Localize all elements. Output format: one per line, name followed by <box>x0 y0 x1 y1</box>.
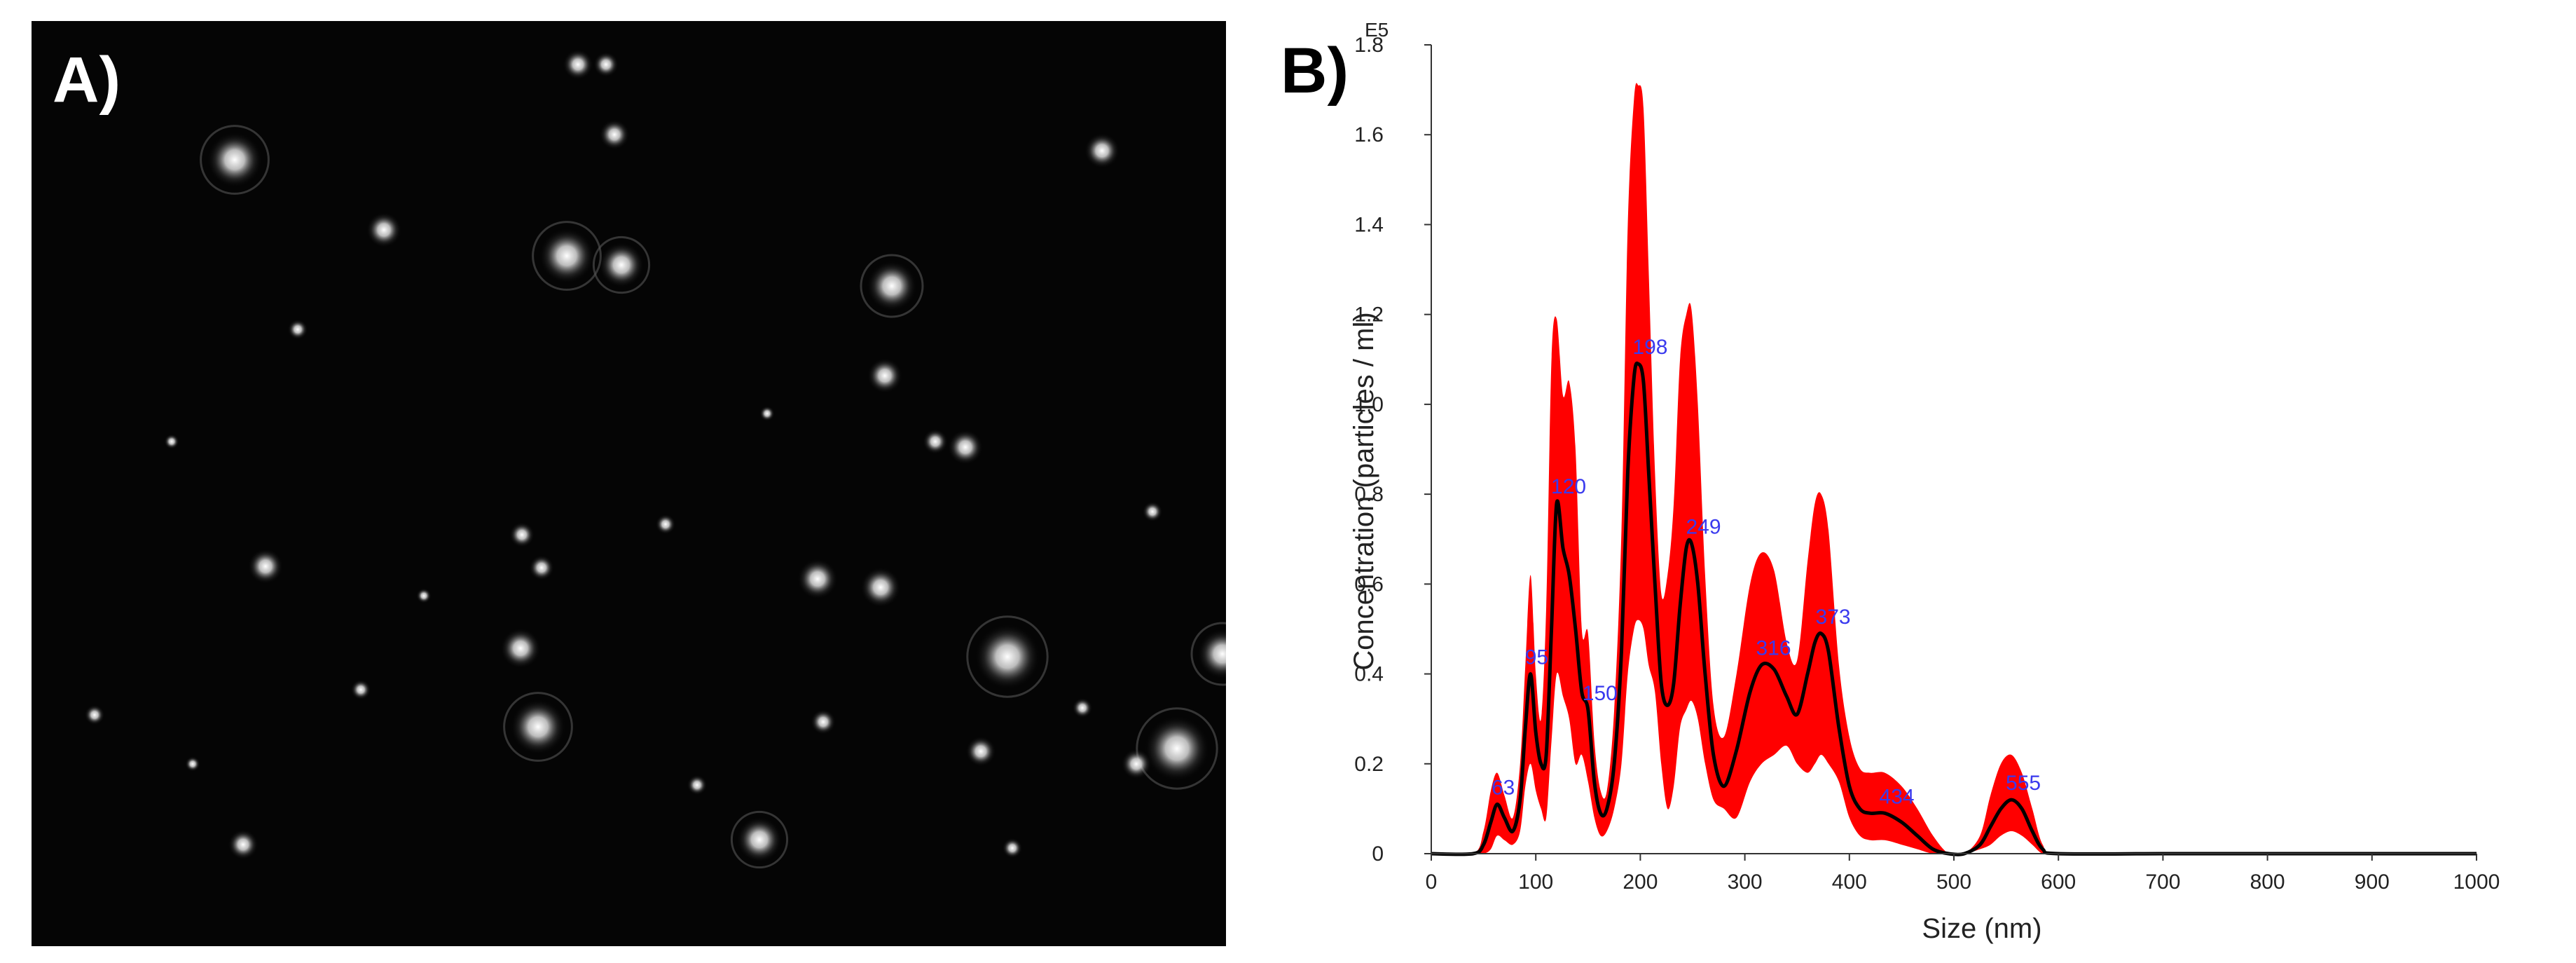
particle-spot <box>366 212 402 248</box>
particle-spot <box>416 588 432 603</box>
particle-spot <box>599 119 630 150</box>
particle-spot <box>1197 629 1226 679</box>
concentration-error-band <box>1431 83 2477 856</box>
peak-label: 63 <box>1492 776 1515 799</box>
y-tick-label: 0.8 <box>1354 483 1384 506</box>
particle-spot <box>759 406 775 421</box>
particle-spot <box>185 756 200 772</box>
particle-halo <box>592 235 651 294</box>
particle-spot <box>1002 838 1023 859</box>
x-tick-label: 600 <box>2041 870 2076 894</box>
particle-spot <box>1142 501 1163 522</box>
chart-axes: 0 100 200 300 400 500 600 700 800 900 1000 0 0.2 0.4 0… <box>1354 34 2500 894</box>
x-tick-label: 800 <box>2250 870 2285 894</box>
particle-spot <box>923 429 948 454</box>
y-tick-label: 1.0 <box>1354 393 1384 416</box>
x-tick-label: 500 <box>1936 870 1971 894</box>
particle-spot <box>736 817 783 863</box>
particle-spot <box>974 624 1040 690</box>
particle-spot <box>797 559 838 599</box>
particle-spot <box>867 261 917 311</box>
particle-spot <box>811 709 836 735</box>
particle-spot <box>509 522 535 547</box>
x-tick-label: 400 <box>1832 870 1867 894</box>
x-tick-label: 700 <box>2145 870 2180 894</box>
particle-spots <box>84 49 1226 869</box>
y-tick-label: 0.4 <box>1354 663 1384 686</box>
peak-label: 198 <box>1632 336 1667 359</box>
panel-a-label: A) <box>53 44 121 116</box>
particle-spot <box>867 357 903 394</box>
peak-label: 150 <box>1583 682 1618 705</box>
particle-halo <box>966 615 1049 698</box>
particle-spot <box>539 228 595 284</box>
y-tick-label: 1.2 <box>1354 303 1384 327</box>
particle-spot <box>247 548 284 585</box>
peak-label: 120 <box>1551 475 1586 498</box>
particle-spot <box>164 434 179 449</box>
nanoparticle-tracking-image <box>32 21 1226 946</box>
x-tick-label: 200 <box>1623 870 1658 894</box>
particle-halo <box>1136 707 1218 790</box>
particle-spot <box>860 567 901 608</box>
x-tick-label: 300 <box>1728 870 1763 894</box>
particle-halo <box>1190 622 1226 686</box>
panel-b-label: B) <box>1281 35 1349 107</box>
peak-label: 95 <box>1525 646 1548 669</box>
x-tick-label: 100 <box>1518 870 1553 894</box>
particle-spot <box>1121 749 1152 779</box>
peak-labels: 63 95 120 150 198 249 316 373 434 555 <box>1492 336 2041 808</box>
particle-spot <box>655 514 676 535</box>
particle-field <box>84 49 1226 869</box>
peak-label: 249 <box>1686 516 1721 539</box>
y-tick-label: 0.2 <box>1354 753 1384 776</box>
y-exponent-label: E5 <box>1365 19 1389 41</box>
size-distribution-chart: 0 100 200 300 400 500 600 700 800 900 1000 0 0.2 0.4 0… <box>1349 19 2500 944</box>
particle-spot <box>965 736 996 767</box>
particle-spot <box>287 319 308 340</box>
particle-spot <box>1084 132 1120 169</box>
y-tick-label: 1.6 <box>1354 123 1384 146</box>
mean-line <box>1431 361 2477 856</box>
particle-spot <box>947 429 984 465</box>
peak-label: 555 <box>2006 772 2041 795</box>
particle-halo <box>200 125 270 195</box>
x-axis-title: Size (nm) <box>1922 913 2041 944</box>
particle-halo <box>503 692 573 762</box>
particle-spot <box>350 679 371 700</box>
x-tick-label: 0 <box>1426 870 1438 894</box>
x-tick-label: 1000 <box>2453 870 2500 894</box>
y-tick-label: 0.6 <box>1354 573 1384 596</box>
particle-halo <box>730 810 789 869</box>
peak-label: 316 <box>1756 637 1791 660</box>
particle-spot <box>84 704 105 725</box>
y-tick-label: 0 <box>1372 842 1384 866</box>
y-axis-title: Concentration (particles / ml) <box>1349 312 1379 670</box>
x-tick-label: 900 <box>2355 870 2390 894</box>
particle-halo <box>860 254 924 318</box>
particle-spot <box>593 52 619 77</box>
particle-spot <box>598 242 645 288</box>
y-tick-label: 1.8 <box>1354 34 1384 57</box>
peak-label: 373 <box>1816 606 1851 629</box>
error-band-area <box>1431 83 2477 856</box>
particle-spot <box>529 555 554 580</box>
particle-spot <box>1144 716 1210 781</box>
y-tick-label: 1.4 <box>1354 213 1384 236</box>
peak-label: 434 <box>1880 785 1915 808</box>
particle-spot <box>1072 697 1093 718</box>
mean-concentration-line <box>1431 361 2477 856</box>
particle-spot <box>510 699 566 755</box>
particle-spot <box>500 628 541 669</box>
particle-spot <box>563 49 593 80</box>
particle-spot <box>687 774 708 795</box>
particle-spot <box>228 829 259 860</box>
particle-spot <box>207 132 263 188</box>
